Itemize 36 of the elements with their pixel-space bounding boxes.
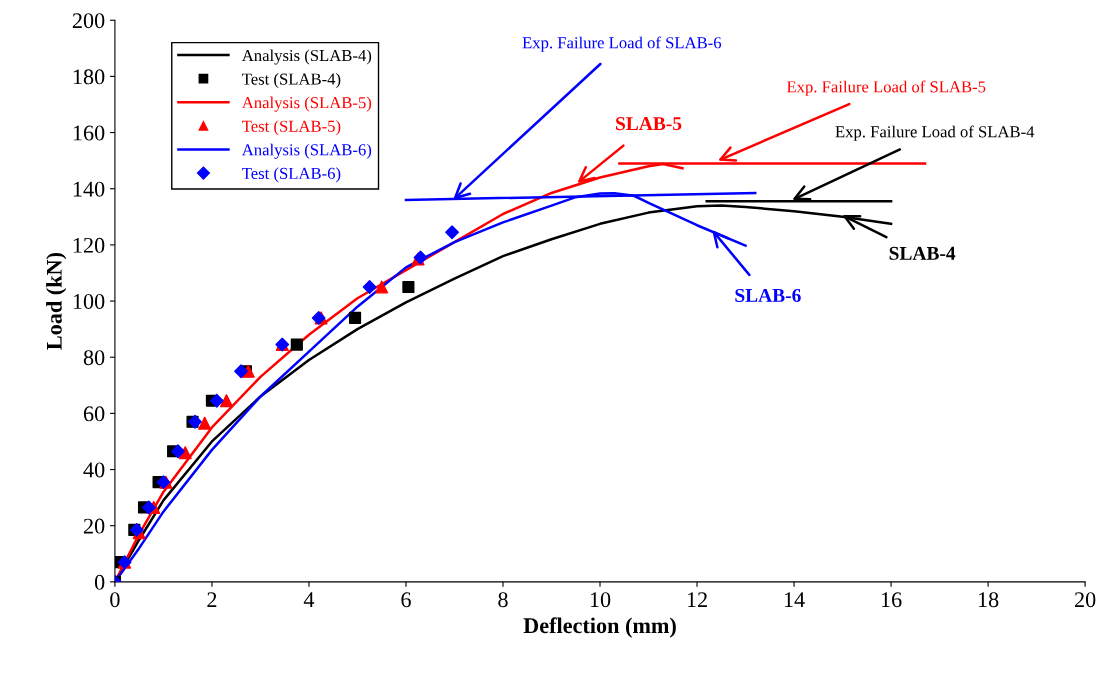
x-tick-label: 18 [978,592,999,608]
x-tick-label: 8 [498,592,508,608]
y-tick-label: 20 [83,518,105,534]
annotation: SLAB-4 [889,246,956,260]
y-tick-label: 0 [94,574,105,590]
x-tick-label: 4 [303,592,315,607]
x-tick-label: 20 [1074,592,1096,608]
legend-label: Test (SLAB-6) [242,167,341,183]
y-tick-label: 80 [83,350,105,366]
y-tick-label: 140 [73,181,105,197]
legend-label: Test (SLAB-5) [242,120,341,136]
y-tick-label: 160 [73,125,105,141]
y-axis-title: Load (kN) [46,252,67,350]
x-tick-label: 12 [687,592,707,607]
annotation: SLAB-6 [735,288,801,302]
y-tick-label: 60 [83,406,105,422]
annotation: Exp. Failure Load of SLAB-4 [835,125,1035,141]
x-tick-label: 10 [590,592,611,608]
legend-label: Analysis (SLAB-6) [241,143,372,159]
y-tick-label: 40 [83,462,105,478]
legend-label: Analysis (SLAB-5) [241,96,372,112]
annotation: Exp. Failure Load of SLAB-6 [522,36,722,52]
legend-label: Test (SLAB-4) [242,72,341,89]
x-tick-label: 14 [784,592,805,607]
x-tick-label: 6 [401,592,411,608]
annotation: SLAB-5 [616,117,682,131]
y-tick-label: 100 [73,293,105,309]
legend-label: Analysis (SLAB-4) [241,49,372,65]
x-axis-title: Deflection (mm) [523,617,676,638]
y-tick-label: 200 [72,13,105,29]
x-tick-label: 16 [881,592,902,608]
y-tick-label: 180 [73,69,105,85]
x-tick-label: 2 [207,592,217,607]
y-tick-label: 120 [73,237,105,253]
annotation: Exp. Failure Load of SLAB-5 [786,80,986,96]
x-tick-label: 0 [110,592,120,608]
